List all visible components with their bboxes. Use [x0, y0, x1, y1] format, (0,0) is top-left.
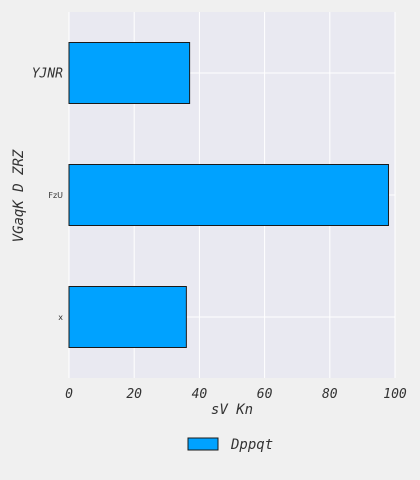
bars	[68, 42, 389, 348]
bar	[68, 164, 389, 226]
legend: Dppqt	[187, 437, 273, 453]
x-tick-label: 60	[257, 387, 273, 402]
x-tick-label: 100	[383, 387, 407, 402]
legend-swatch	[187, 437, 219, 451]
x-tick-label: 40	[192, 387, 208, 402]
x-tick-label: 20	[126, 387, 142, 402]
legend-label: Dppqt	[230, 437, 273, 453]
y-tick-label: YJNR	[32, 67, 63, 82]
x-tick-label: 80	[322, 387, 338, 402]
y-tick-labels: x FzU YJNR	[32, 67, 64, 322]
x-axis-label: sV Kn	[211, 402, 253, 418]
x-tick-label: 0	[65, 387, 73, 402]
x-tick-labels: 0 20 40 60 80 100	[65, 387, 407, 402]
bar	[68, 286, 187, 348]
y-tick-label: x	[58, 313, 63, 322]
y-axis-label: VGaqK D ZRZ	[11, 149, 27, 242]
y-tick-label: FzU	[48, 191, 63, 200]
bar	[68, 42, 191, 104]
